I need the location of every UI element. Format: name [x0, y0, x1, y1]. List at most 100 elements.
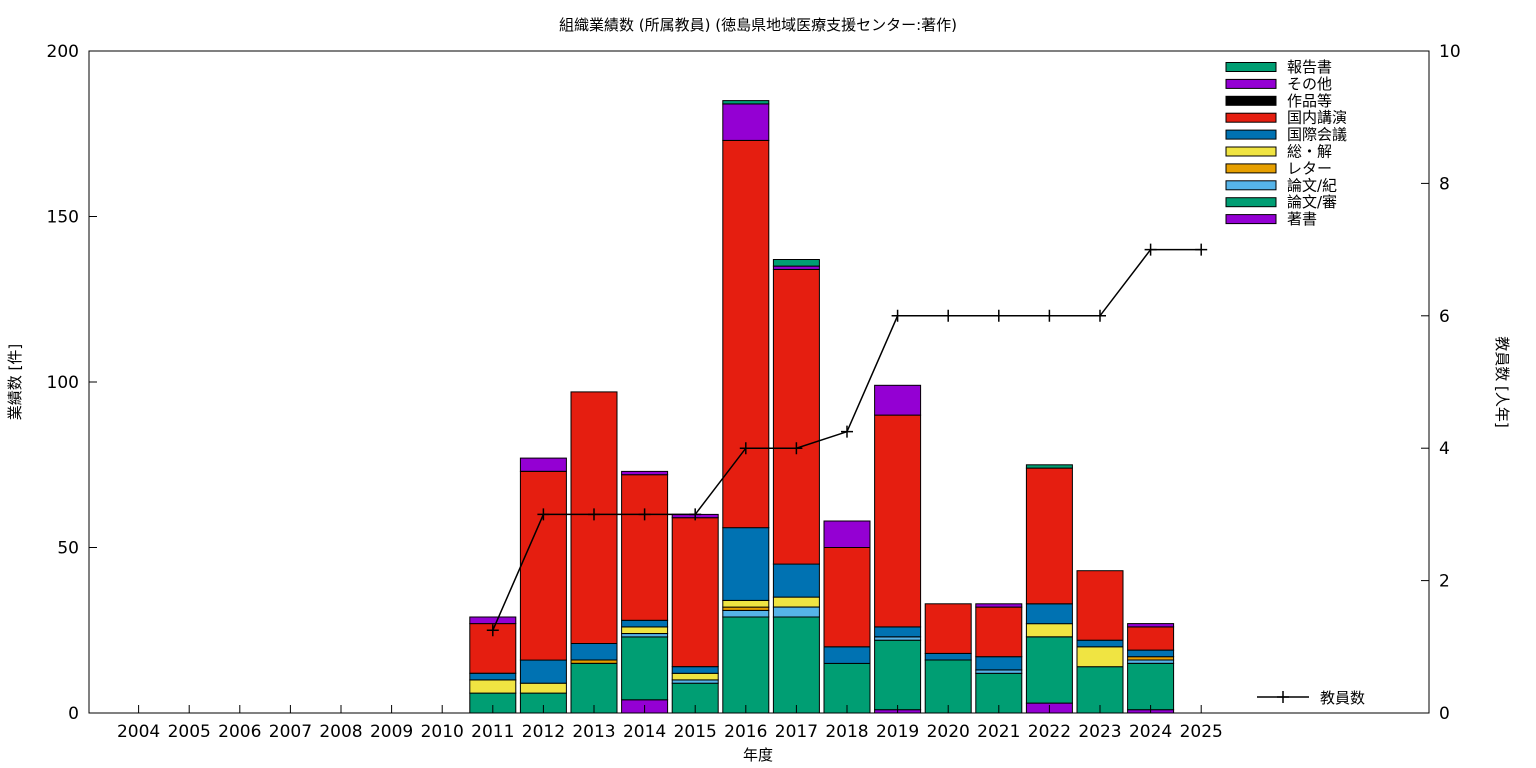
bar-segment [1025, 603, 1073, 625]
legend-swatch [1225, 214, 1277, 225]
x-tick-label: 2017 [775, 722, 818, 742]
legend-swatch [1225, 163, 1277, 174]
x-tick-label: 2016 [724, 722, 767, 742]
bar-segment [1127, 662, 1175, 711]
bar-segment [519, 659, 567, 684]
y-tick-label: 100 [47, 373, 79, 393]
bar-segment [1025, 467, 1073, 605]
bar-segment [1076, 646, 1124, 668]
bar-segment [621, 619, 669, 628]
y-axis-label: 業績数 [件] [6, 344, 24, 420]
x-tick-label: 2012 [522, 722, 565, 742]
legend-swatch [1225, 112, 1277, 123]
bar-segment [1025, 464, 1073, 469]
bar-segment [1127, 626, 1175, 651]
bar-segment [621, 636, 669, 701]
legend-label: 論文/紀 [1287, 176, 1337, 194]
bar-segment [975, 603, 1023, 608]
legend-label: 国内講演 [1287, 109, 1347, 127]
x-tick-label: 2018 [825, 722, 868, 742]
bar-segment [924, 659, 972, 714]
y2-tick-label: 10 [1439, 42, 1461, 62]
bar-segment [1025, 636, 1073, 704]
x-tick-label: 2011 [471, 722, 514, 742]
bars-layer [469, 100, 1175, 714]
bar-segment [823, 547, 871, 648]
line-point [486, 624, 499, 637]
line-point [1043, 309, 1056, 322]
bar-segment [469, 616, 517, 625]
legend-label: 総・解 [1287, 143, 1332, 161]
bar-segment [722, 103, 770, 141]
axes-layer: 0 50 100 150 200 0 2 4 6 8 10 2004 2005 2006 2007 2008 2… [47, 42, 1461, 742]
bar-segment [519, 457, 567, 472]
line-point [1195, 243, 1208, 256]
line-point [638, 508, 651, 521]
bar-segment [924, 603, 972, 654]
bar-segment [1025, 623, 1073, 638]
bar-segment [1076, 639, 1124, 648]
line-point [537, 508, 550, 521]
legend-swatch [1225, 95, 1277, 106]
legend-label: 論文/審 [1287, 193, 1337, 211]
legend-swatch [1225, 180, 1277, 191]
bar-segment [1127, 649, 1175, 658]
y2-tick-label: 2 [1439, 572, 1450, 592]
bar-segment [671, 672, 719, 681]
legend-swatch [1225, 62, 1277, 72]
bar-segment [874, 639, 922, 711]
bar-segment [874, 636, 922, 641]
bar-segment [621, 474, 669, 621]
bar-segment [1076, 570, 1124, 641]
bar-segment [772, 259, 820, 267]
line-point [588, 508, 600, 521]
legend-label: レター [1287, 159, 1332, 177]
bar-segment [722, 616, 770, 714]
bar-segment [722, 600, 770, 608]
y-tick-label: 50 [57, 539, 79, 559]
bar-segment [772, 269, 820, 565]
y2-tick-label: 6 [1439, 307, 1450, 327]
x-tick-label: 2019 [876, 722, 919, 742]
x-tick-label: 2009 [370, 722, 413, 742]
line-layer [486, 243, 1208, 637]
x-tick-label: 2013 [572, 722, 615, 742]
x-tick-label: 2006 [218, 722, 261, 742]
bar-segment [469, 679, 517, 694]
y2-tick-label: 8 [1439, 174, 1450, 194]
x-tick-label: 2023 [1078, 722, 1121, 742]
bar-segment [874, 414, 922, 628]
legend-swatch [1225, 197, 1277, 208]
bar-segment [975, 669, 1023, 674]
bar-segment [519, 682, 567, 694]
bar-segment [772, 563, 820, 598]
line-point [739, 442, 752, 455]
bar-segment [924, 652, 972, 661]
bar-segment [671, 666, 719, 674]
x-tick-label: 2020 [927, 722, 970, 742]
legend-swatch [1225, 146, 1277, 157]
legend-label: その他 [1287, 75, 1332, 93]
legend-label: 報告書 [1287, 58, 1332, 76]
legend-label: 作品等 [1287, 92, 1332, 110]
bar-segment [570, 643, 618, 661]
bar-segment [772, 606, 820, 618]
y2-tick-label: 0 [1439, 704, 1450, 724]
bar-segment [975, 606, 1023, 658]
y2-axis-label: 教員数 [人年] [1493, 336, 1511, 427]
x-tick-label: 2004 [117, 722, 160, 742]
legend-label: 著書 [1287, 210, 1317, 228]
y2-tick-label: 4 [1439, 439, 1450, 459]
bar-segment [671, 517, 719, 668]
x-tick-label: 2021 [977, 722, 1020, 742]
line-legend: 教員数 [1257, 689, 1365, 707]
bar-segment [722, 100, 770, 105]
line-point [689, 508, 702, 521]
bar-segment [823, 662, 871, 714]
line-point [841, 425, 853, 438]
legend-swatch [1225, 129, 1277, 140]
bar-segment [722, 609, 770, 618]
legend-swatch [1225, 78, 1277, 89]
